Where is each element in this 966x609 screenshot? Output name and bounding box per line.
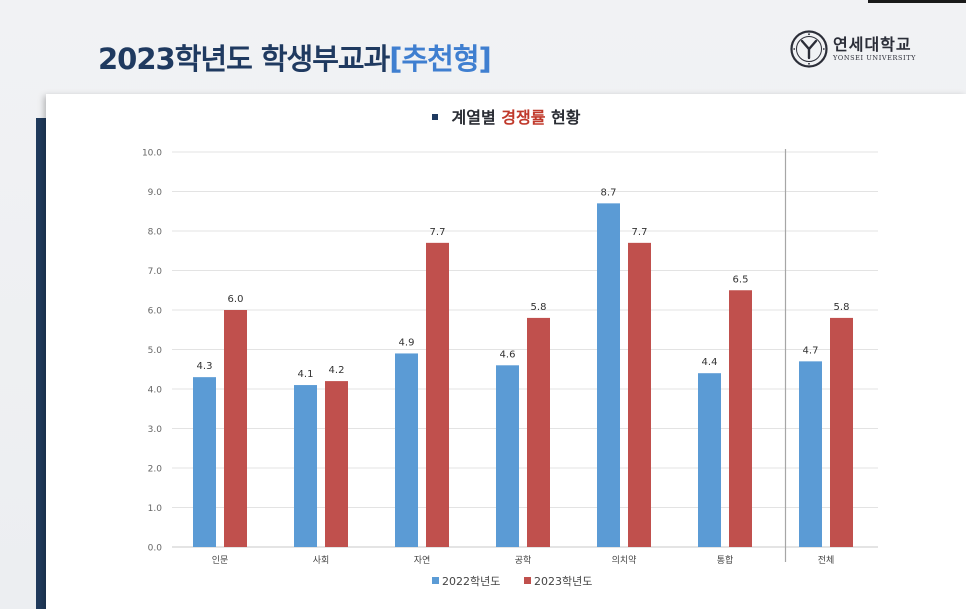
legend-label: 2022학년도 [442, 575, 500, 588]
y-tick-label: 8.0 [148, 228, 163, 238]
y-tick-label: 7.0 [148, 267, 163, 277]
bar-2022 [799, 361, 822, 547]
data-label: 4.7 [803, 345, 819, 356]
data-label: 8.7 [601, 187, 617, 198]
data-label: 4.9 [399, 337, 415, 348]
chart-heading-prefix: 계열별 [451, 108, 502, 127]
category-label: 자연 [414, 555, 431, 566]
data-label: 4.2 [329, 365, 345, 376]
bar-2022 [294, 385, 317, 547]
bar-2023 [527, 317, 550, 547]
slide-title: 2023학년도 학생부교과[추천형] [98, 36, 492, 78]
university-seal-icon [790, 30, 828, 68]
chart-heading-suffix: 현황 [545, 108, 581, 127]
y-tick-label: 5.0 [148, 346, 163, 356]
university-logo: 연세대학교 YONSEI UNIVERSITY [790, 29, 916, 69]
chart-heading: 계열별 경쟁률 현황 [46, 104, 966, 128]
y-tick-label: 10.0 [142, 149, 162, 159]
y-tick-label: 1.0 [148, 504, 163, 514]
category-label: 공학 [515, 555, 532, 566]
bar-2023 [628, 242, 651, 547]
logo-subtitle: YONSEI UNIVERSITY [833, 53, 917, 62]
bar-2023 [224, 310, 247, 547]
bar-2022 [698, 373, 721, 547]
y-tick-label: 2.0 [148, 465, 163, 475]
y-tick-label: 0.0 [148, 544, 163, 554]
bar-2022 [395, 353, 418, 547]
data-label: 6.0 [228, 294, 244, 305]
y-tick-label: 4.0 [148, 386, 163, 396]
category-label: 통합 [717, 555, 734, 566]
slide-left-accent [36, 118, 48, 609]
data-label: 4.6 [500, 349, 516, 360]
slide-title-main: 2023학년도 학생부교과 [98, 42, 390, 76]
y-tick-label: 6.0 [148, 307, 163, 317]
data-label: 4.3 [197, 361, 213, 372]
data-label: 4.4 [702, 357, 718, 368]
slide-title-bracket: [추천형] [389, 42, 492, 76]
bar-2022 [193, 377, 216, 547]
data-label: 5.8 [834, 302, 850, 313]
bar-2023 [325, 381, 348, 547]
bar-2023 [729, 290, 752, 547]
category-label: 인문 [212, 555, 229, 566]
bar-2023 [830, 317, 853, 547]
data-label: 4.1 [298, 369, 314, 380]
category-label: 전체 [818, 555, 835, 566]
bar-2022 [597, 203, 620, 547]
legend-swatch-2023 [524, 577, 531, 584]
legend-swatch-2022 [432, 577, 439, 584]
bar-2022 [496, 365, 519, 547]
data-label: 7.7 [632, 227, 648, 238]
data-label: 6.5 [733, 274, 749, 285]
category-label: 사회 [313, 555, 330, 566]
y-tick-label: 3.0 [148, 425, 163, 435]
legend-label: 2023학년도 [534, 575, 592, 588]
category-label: 의치약 [612, 554, 637, 566]
data-label: 5.8 [531, 302, 547, 313]
heading-bullet-icon [431, 113, 438, 120]
y-tick-label: 9.0 [148, 188, 163, 198]
top-edge-bar [868, 0, 966, 3]
chart-heading-accent: 경쟁률 [501, 108, 546, 127]
logo-name: 연세대학교 [833, 34, 912, 54]
data-label: 7.7 [430, 227, 446, 238]
bar-2023 [426, 242, 449, 547]
